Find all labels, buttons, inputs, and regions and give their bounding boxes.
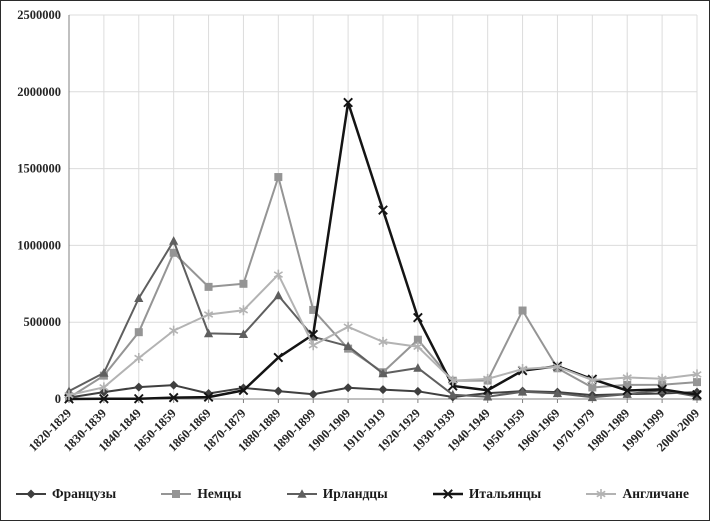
x-data-point [343,97,353,108]
square-data-point [658,380,667,389]
square-marker-icon [161,490,192,498]
x-data-point [413,312,423,323]
asterisk-data-point [134,352,144,363]
diamond-data-point [26,489,36,499]
square-data-point [413,335,422,344]
asterisk-data-point [273,269,283,280]
legend-label-english: Англичане [622,486,689,501]
x-data-point [203,392,214,403]
triangle-data-point [517,386,528,396]
triangle-data-point [99,368,109,377]
square-data-point [274,173,283,182]
legend-item-irish: Ирландцы [286,486,388,502]
asterisk-data-point [169,325,179,336]
triangle-data-point [203,328,214,338]
y-axis-label: 1000000 [17,238,61,252]
x-data-point [308,329,319,340]
diamond-data-point [308,389,318,399]
x-data-point [168,392,179,403]
diamond-data-point [273,386,283,396]
triangle-data-point [448,389,458,399]
asterisk-data-point [692,369,702,380]
diamond-data-point [343,383,353,393]
asterisk-data-point [238,305,249,316]
diamond-data-point [134,382,144,392]
asterisk-data-point [413,341,423,352]
legend-label-italians: Итальянцы [468,486,542,501]
y-axis-label: 0 [55,392,61,406]
asterisk-data-point [99,382,109,393]
asterisk-data-point [552,361,563,372]
x-data-point [133,393,144,404]
y-axis-label: 2500000 [17,8,61,22]
triangle-data-point [134,293,144,303]
asterisk-data-point [587,375,597,386]
x-data-point [482,385,493,396]
square-data-point [588,383,597,392]
x-data-point [657,384,667,395]
legend-item-english: Англичане [585,486,689,502]
x-data-point [622,385,633,396]
asterisk-data-point [622,372,632,383]
x-data-point [273,352,284,363]
asterisk-data-point [517,364,528,375]
square-data-point [169,248,178,257]
asterisk-data-point [203,309,214,320]
triangle-marker-icon [286,489,317,498]
square-data-point [134,328,143,337]
triangle-data-point [238,329,249,338]
legend-item-french: Французы [15,486,116,502]
asterisk-data-point [378,336,388,347]
triangle-data-point [413,363,423,372]
asterisk-data-point [343,321,353,332]
legend-item-italians: Итальянцы [432,486,541,502]
square-data-point [623,380,632,389]
triangle-data-point [273,290,283,300]
x-data-point [692,389,702,400]
diamond-data-point [169,380,179,390]
x-data-point [378,205,388,215]
legend-label-germans: Немцы [197,486,242,501]
triangle-data-point [378,368,388,378]
triangle-data-point [483,391,493,401]
triangle-data-point [622,389,632,398]
legend-label-french: Французы [52,486,117,501]
y-axis-label: 2000000 [17,85,61,99]
asterisk-data-point [657,373,667,384]
asterisk-data-point [64,390,74,401]
diamond-marker-icon [16,489,46,499]
x-data-point [443,489,453,499]
square-data-point [518,306,527,315]
square-data-point [693,378,701,387]
square-data-point [309,305,318,314]
diamond-data-point [378,385,388,395]
triangle-data-point [552,388,563,398]
legend-label-irish: Ирландцы [322,486,388,501]
diamond-data-point [413,386,423,396]
triangle-data-point [169,236,179,245]
asterisk-data-point [308,340,318,351]
triangle-data-point [587,392,597,402]
triangle-data-point [297,489,307,498]
asterisk-data-point [596,489,607,499]
asterisk-data-point [448,375,458,386]
triangle-data-point [343,341,353,350]
x-data-point [99,393,109,404]
y-axis-label: 500000 [24,315,62,329]
x-marker-icon [432,489,463,499]
x-data-point [238,385,249,396]
asterisk-data-point [483,373,493,384]
asterisk-marker-icon [586,489,617,499]
y-axis-label: 1500000 [17,162,61,176]
square-data-point [239,279,248,288]
line-chart: 050000010000001500000200000025000001820-… [17,8,702,454]
chart-legend: Французы Немцы Ирландцы Итальянцы Англич… [1,472,709,520]
legend-item-germans: Немцы [160,486,241,502]
square-data-point [172,490,181,498]
square-data-point [204,282,213,291]
